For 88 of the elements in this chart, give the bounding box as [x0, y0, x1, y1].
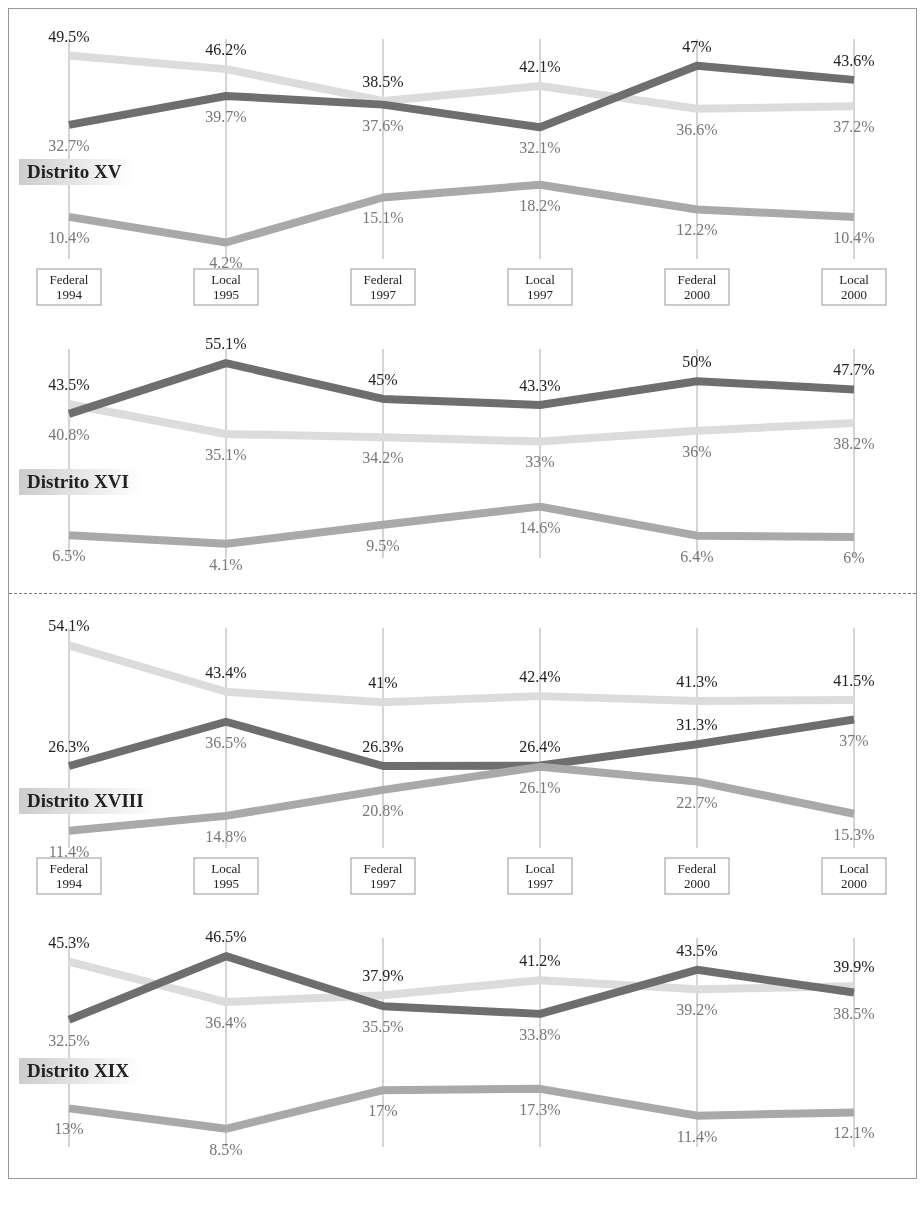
- data-label: 26.3%: [362, 737, 404, 755]
- x-tick-label: Federal 1997: [363, 272, 403, 302]
- data-label: 12.1%: [833, 1124, 875, 1142]
- data-label: 11.4%: [48, 842, 90, 860]
- data-label: 49.5%: [48, 27, 90, 45]
- data-label: 43.5%: [676, 941, 718, 959]
- text: Distrito XVI: [19, 469, 141, 495]
- text: Distrito XVIII: [19, 788, 156, 814]
- data-label: 32.7%: [48, 136, 90, 154]
- data-label: 12.2%: [676, 221, 718, 239]
- data-label: 34.2%: [362, 449, 404, 467]
- data-label: 45.3%: [48, 933, 90, 951]
- x-tick-label: Federal 1997: [363, 861, 403, 891]
- data-label: 40.8%: [48, 425, 90, 443]
- data-label: 33.8%: [519, 1025, 561, 1043]
- data-label: 10.4%: [833, 228, 875, 246]
- data-label: 4.1%: [209, 555, 243, 573]
- x-tick-label: Local 1995: [211, 272, 242, 302]
- data-label: 17%: [368, 1102, 398, 1120]
- data-label: 15.3%: [833, 825, 875, 843]
- x-tick-label: Local 1997: [525, 272, 556, 302]
- data-label: 39.9%: [833, 958, 875, 976]
- data-label: 10.4%: [48, 228, 90, 246]
- data-label: 47%: [682, 37, 712, 55]
- x-tick-label: Local 2000: [839, 272, 870, 302]
- x-tick-label: Federal 1994: [49, 861, 89, 891]
- data-label: 14.6%: [519, 518, 561, 536]
- data-label: 41%: [368, 674, 398, 692]
- data-label: 17.3%: [519, 1100, 561, 1118]
- x-tick-label: Federal 2000: [677, 861, 717, 891]
- data-label: 38.5%: [362, 72, 404, 90]
- data-label: 39.7%: [205, 107, 247, 125]
- data-label: 32.5%: [48, 1031, 90, 1049]
- data-label: 6.5%: [52, 547, 86, 565]
- data-label: 43.5%: [48, 376, 90, 394]
- data-label: 41.3%: [676, 672, 718, 690]
- x-tick-label: Federal 2000: [677, 272, 717, 302]
- data-label: 50%: [682, 353, 712, 371]
- data-label: 31.3%: [676, 716, 718, 734]
- data-label: 13%: [54, 1120, 84, 1138]
- data-label: 33%: [525, 453, 555, 471]
- data-label: 37.6%: [362, 116, 404, 134]
- data-label: 9.5%: [366, 536, 400, 554]
- data-label: 4.2%: [209, 254, 243, 272]
- data-label: 15.1%: [362, 209, 404, 227]
- data-label: 54.1%: [48, 617, 90, 635]
- data-label: 41.2%: [519, 952, 561, 970]
- data-label: 11.4%: [676, 1127, 718, 1145]
- data-label: 35.1%: [205, 446, 247, 464]
- data-label: 26.4%: [519, 737, 561, 755]
- data-label: 32.1%: [519, 139, 561, 157]
- data-label: 41.5%: [833, 672, 875, 690]
- text: Distrito XIX: [19, 1058, 141, 1084]
- data-label: 46.2%: [205, 41, 247, 59]
- data-label: 36.6%: [676, 120, 718, 138]
- data-label: 42.4%: [519, 668, 561, 686]
- data-label: 37.9%: [362, 967, 404, 985]
- data-label: 47.7%: [833, 361, 875, 379]
- data-label: 42.1%: [519, 58, 561, 76]
- data-label: 6.4%: [680, 547, 714, 565]
- data-label: 43.6%: [833, 51, 875, 69]
- data-label: 26.1%: [519, 778, 561, 796]
- data-label: 36%: [682, 442, 712, 460]
- data-label: 14.8%: [205, 827, 247, 845]
- data-label: 45%: [368, 370, 398, 388]
- data-label: 36.5%: [205, 733, 247, 751]
- data-label: 20.8%: [362, 801, 404, 819]
- data-label: 43.3%: [519, 376, 561, 394]
- data-label: 37.2%: [833, 118, 875, 136]
- text: Distrito XV: [19, 159, 134, 185]
- data-label: 38.5%: [833, 1004, 875, 1022]
- data-label: 36.4%: [205, 1014, 247, 1032]
- data-label: 35.5%: [362, 1018, 404, 1036]
- data-label: 18.2%: [519, 196, 561, 214]
- data-label: 39.2%: [676, 1001, 718, 1019]
- x-tick-label: Local 1997: [525, 861, 556, 891]
- data-label: 43.4%: [205, 663, 247, 681]
- x-tick-label: Local 1995: [211, 861, 242, 891]
- data-label: 22.7%: [676, 793, 718, 811]
- x-tick-label: Local 2000: [839, 861, 870, 891]
- data-label: 8.5%: [209, 1140, 243, 1158]
- data-label: 6%: [843, 549, 865, 567]
- data-label: 38.2%: [833, 435, 875, 453]
- x-tick-label: Federal 1994: [49, 272, 89, 302]
- data-label: 55.1%: [205, 335, 247, 353]
- data-label: 26.3%: [48, 737, 90, 755]
- data-label: 46.5%: [205, 928, 247, 946]
- data-label: 37%: [839, 731, 869, 749]
